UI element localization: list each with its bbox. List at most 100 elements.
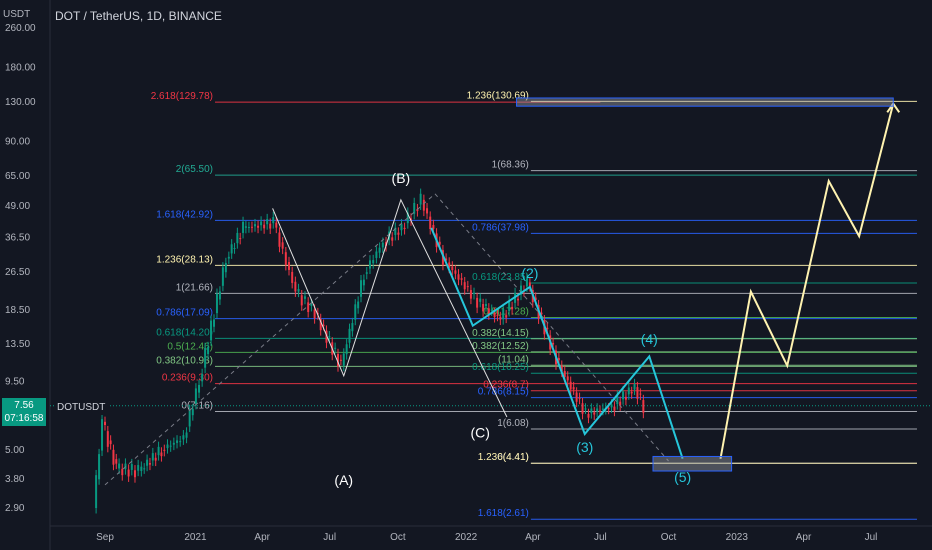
candle-body [121,468,124,476]
candle-body [118,463,121,469]
candle-body [517,298,520,301]
abc-wave [272,198,508,418]
candle-body [143,468,146,470]
fib-level-label: 1(21.66) [176,282,213,293]
candle-body [210,320,213,341]
candle-body [163,449,166,451]
candle-body [552,342,555,345]
candle-body [630,391,633,394]
candle-body [166,444,169,449]
fib-level-label: 0.618(14.20) [156,327,213,338]
candle-body [619,401,622,406]
fib-level-label: 2(65.50) [176,164,213,175]
candle-body [130,464,133,470]
candle-body [319,318,322,331]
candle-body [250,226,253,228]
candle-body [451,266,454,271]
candle-body [581,403,584,414]
candle-body [505,315,508,318]
wave-label: (4) [641,331,658,347]
fib-level-label: 2.618(129.78) [151,91,213,102]
fib-level-label: 1(68.36) [492,160,529,171]
candle-body [140,466,143,472]
candle-body [378,247,381,253]
fib-level-label: 1.236(4.41) [478,452,529,463]
candle-body [244,226,247,228]
candle-body [519,285,522,295]
candle-body [557,358,560,361]
candle-body [160,452,163,457]
candle-body [278,232,281,247]
target-box [652,455,733,472]
candle-body [560,365,563,372]
time-tick-label: Oct [390,532,406,543]
chart-title: DOT / TetherUS, 1D, BINANCE [55,9,222,23]
candle-body [215,293,218,314]
candle-body [204,347,207,368]
candle-body [627,387,630,395]
candle-body [348,328,351,343]
candle-body [572,387,575,390]
candle-body [294,281,297,292]
candle-body [397,232,400,235]
last-price-value: 7.56 [14,400,34,411]
candle-body [575,392,578,402]
candle-body [325,330,328,343]
candle-body [381,242,384,248]
time-tick-label: Apr [254,532,270,543]
candle-body [525,278,528,287]
candle-body [394,227,397,235]
candle-body [101,419,104,451]
candle-body [593,412,596,415]
fib-level-label: 1.618(42.92) [156,209,213,220]
candle-body [213,319,216,327]
candle-body [566,376,569,381]
time-tick-label: Apr [796,532,812,543]
candle-body [207,347,210,355]
candle-body [422,199,425,211]
candle-body [288,262,291,270]
symbol-badge: DOTUSDT [54,401,109,415]
candle-body [590,408,593,414]
candle-body [546,327,549,330]
time-tick-label: 2022 [455,532,478,543]
candle-body [176,440,179,443]
candle-body [607,408,610,410]
candle-body [342,353,345,366]
candle-body [266,219,269,225]
candle-body [448,262,451,268]
candle-body [466,286,469,288]
candle-body [328,336,331,338]
candle-body [275,222,278,228]
candle-body [368,260,371,269]
candle-body [169,445,172,447]
candle-body [463,282,466,290]
fib-level-label: 0.382(12.52) [472,341,529,352]
wave-label: (C) [470,425,489,441]
candle-body [357,301,360,309]
fib-level-label: 0.786(37.98) [472,222,529,233]
candle-body [416,209,419,212]
time-tick-label: Apr [525,532,541,543]
time-tick-label: Oct [661,532,677,543]
candle-body [157,446,160,456]
candle-body [109,440,112,445]
candle-body [508,300,511,312]
candle-body [587,413,590,418]
impulse-wave [430,227,684,460]
candle-body [372,260,375,264]
candle-body [146,459,149,466]
candle-body [297,289,300,292]
fib-level-label: 0.618(10.25) [472,362,529,373]
candle-body [639,393,642,395]
candle-body [484,303,487,307]
candle-body [479,298,482,302]
last-price-badge: 7.56 07:16:58 [2,398,46,426]
time-tick-label: 2023 [726,532,749,543]
candle-body [242,221,245,233]
candle-body [224,262,227,273]
candle-body [502,308,505,320]
candle-body [185,432,188,438]
candle-body [613,406,616,411]
